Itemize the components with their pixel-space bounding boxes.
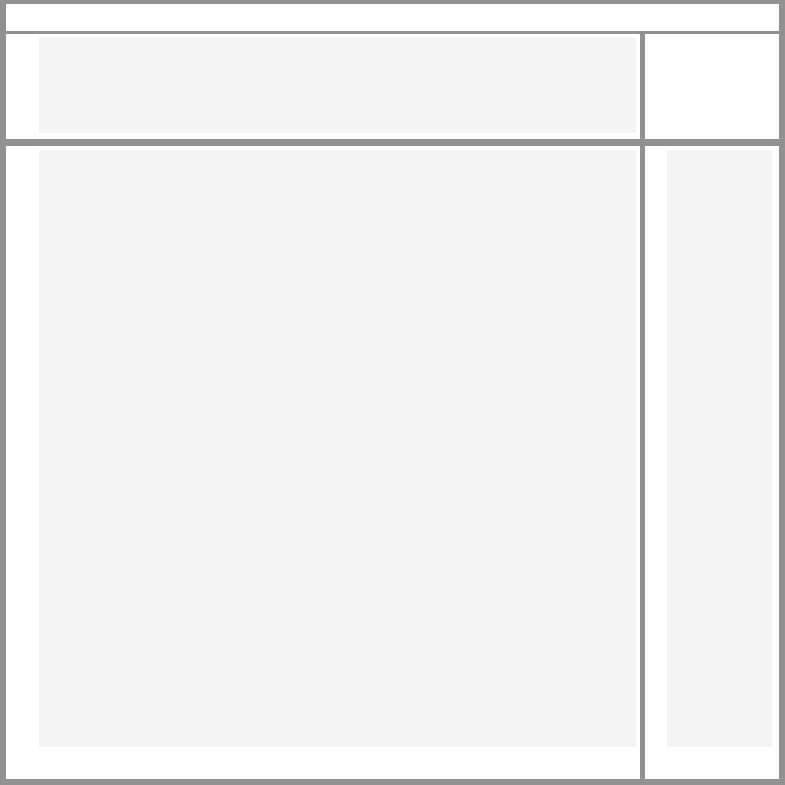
plan-view-plot-area[interactable] <box>39 150 636 747</box>
source-count-box <box>645 34 779 139</box>
altitude-vs-east-plot-area[interactable] <box>39 37 636 133</box>
plan-view-map-panel[interactable] <box>6 146 640 779</box>
title-bar <box>6 4 779 31</box>
north-vs-altitude-panel[interactable] <box>645 146 779 779</box>
north-vs-altitude-plot-area[interactable] <box>667 150 772 747</box>
geography-overlay <box>39 150 636 747</box>
altitude-vs-east-panel[interactable] <box>6 34 640 139</box>
